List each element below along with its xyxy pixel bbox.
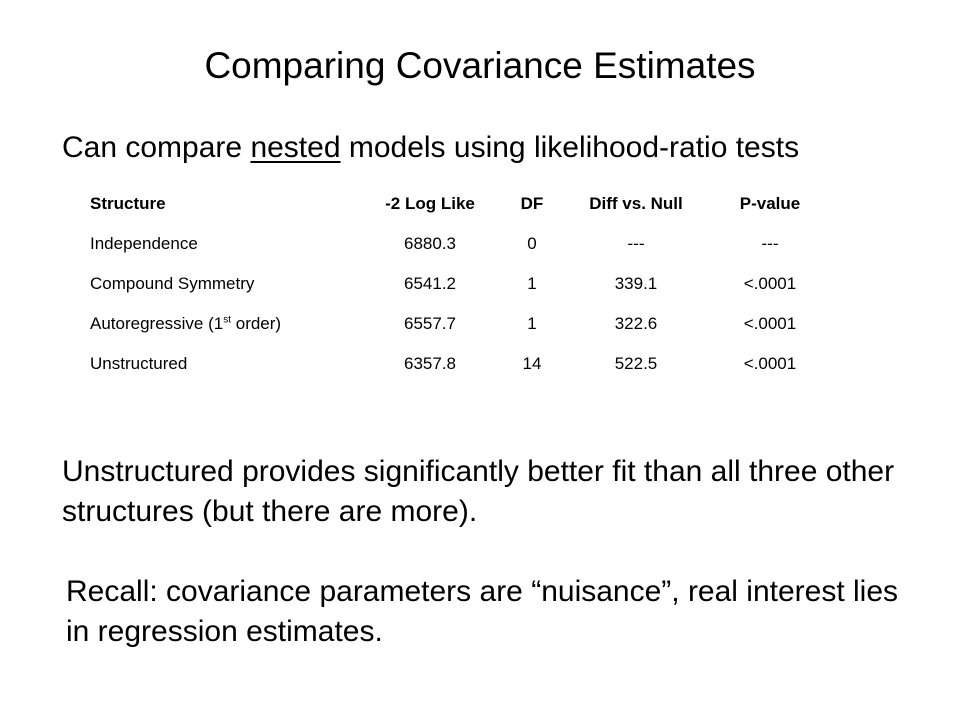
conclusion-paragraph: Unstructured provides significantly bett… xyxy=(62,455,895,528)
cell-loglike: 6541.2 xyxy=(404,274,456,293)
cell-df: 0 xyxy=(527,234,537,253)
subtitle-underlined-word: nested xyxy=(250,131,341,164)
cell-df: 1 xyxy=(527,274,537,293)
structure-text: Autoregressive (1 xyxy=(90,314,224,333)
cell-diff: --- xyxy=(627,234,645,253)
cell-diff: 322.6 xyxy=(614,314,658,333)
table-row: Unstructured 6357.8 14 522.5 <.0001 xyxy=(78,344,830,384)
cell-df: 1 xyxy=(527,314,537,333)
header-pvalue: P-value xyxy=(739,194,801,213)
subtitle-text-before: Can compare xyxy=(62,131,251,164)
header-loglike: -2 Log Like xyxy=(385,194,475,213)
cell-loglike: 6880.3 xyxy=(404,234,456,253)
cell-structure: Compound Symmetry xyxy=(78,264,358,304)
cell-df: 14 xyxy=(522,354,542,373)
covariance-comparison-table: Structure -2 Log Like DF Diff vs. Null P… xyxy=(78,184,830,384)
slide-title: Comparing Covariance Estimates xyxy=(204,45,756,86)
header-diff: Diff vs. Null xyxy=(589,194,683,213)
table-row: Independence 6880.3 0 --- --- xyxy=(78,224,830,264)
header-df: DF xyxy=(520,194,544,213)
cell-pvalue: <.0001 xyxy=(743,314,797,333)
slide-subtitle: Can compare nested models using likeliho… xyxy=(62,128,799,168)
cell-structure: Unstructured xyxy=(78,344,358,384)
subtitle-text-after: models using likelihood-ratio tests xyxy=(340,131,800,164)
table-row: Autoregressive (1st order) 6557.7 1 322.… xyxy=(78,304,830,344)
table-header-row: Structure -2 Log Like DF Diff vs. Null P… xyxy=(78,184,830,224)
cell-diff: 339.1 xyxy=(614,274,658,293)
recall-paragraph: Recall: covariance parameters are “nuisa… xyxy=(66,575,899,648)
cell-loglike: 6357.8 xyxy=(404,354,456,373)
structure-text: Compound Symmetry xyxy=(90,274,255,293)
structure-superscript: st xyxy=(223,314,232,326)
structure-suffix: order) xyxy=(231,314,282,333)
cell-pvalue: --- xyxy=(761,234,779,253)
header-structure: Structure xyxy=(90,194,166,213)
cell-loglike: 6557.7 xyxy=(404,314,456,333)
cell-structure: Independence xyxy=(78,224,358,264)
cell-structure: Autoregressive (1st order) xyxy=(78,304,358,344)
structure-text: Unstructured xyxy=(90,354,188,373)
cell-diff: 522.5 xyxy=(614,354,658,373)
table-row: Compound Symmetry 6541.2 1 339.1 <.0001 xyxy=(78,264,830,304)
cell-pvalue: <.0001 xyxy=(743,274,797,293)
structure-text: Independence xyxy=(90,234,198,253)
cell-pvalue: <.0001 xyxy=(743,354,797,373)
